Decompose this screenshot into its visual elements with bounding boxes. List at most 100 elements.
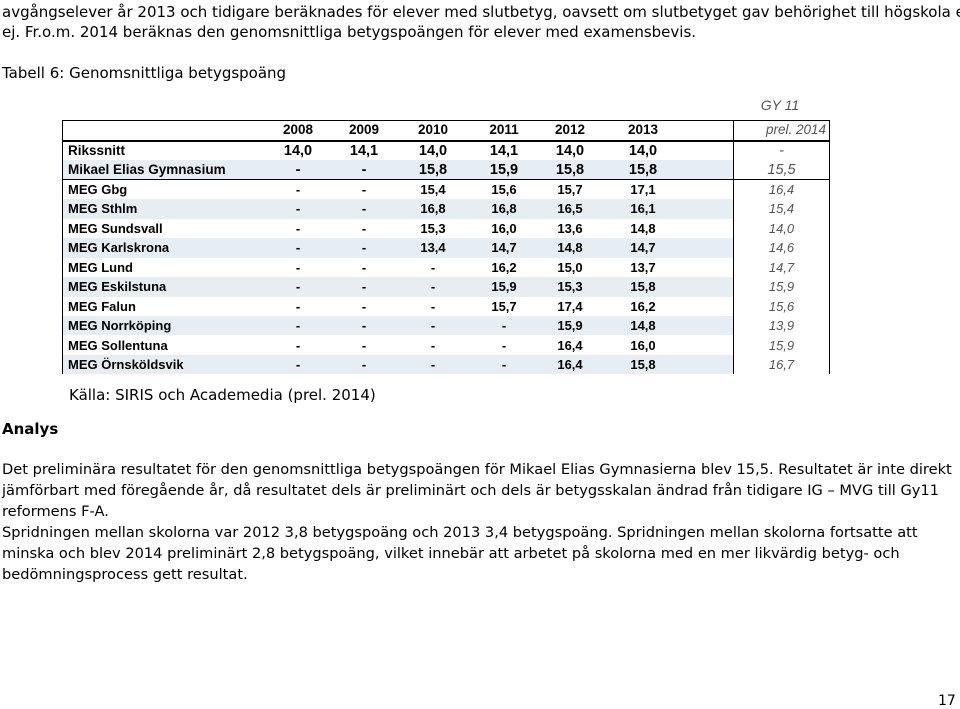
cell-2010: 14,0 — [418, 143, 448, 159]
cell-2013: 16,1 — [630, 201, 656, 217]
cell-prel-2014: 15,5 — [767, 162, 796, 179]
cell-2010: - — [430, 259, 436, 275]
intro-line-1: avgångselever år 2013 och tidigare beräk… — [2, 3, 960, 21]
cell-2009: 14,1 — [349, 143, 379, 159]
table-row: MEG Sollentuna - - - - 16,4 16,0 15,9 — [62, 335, 830, 355]
cell-2012: 17,4 — [557, 298, 583, 314]
cell-2011: - — [501, 337, 507, 353]
cell-2012: 15,9 — [557, 318, 583, 334]
cell-2013: 15,8 — [630, 279, 656, 295]
cell-2009: - — [361, 298, 367, 314]
cell-2008: - — [295, 201, 301, 217]
cell-2013: 14,7 — [630, 240, 656, 256]
cell-2013: 14,0 — [628, 143, 658, 159]
cell-2013: 15,8 — [630, 356, 656, 372]
row-label: MEG Norrköping — [68, 318, 172, 334]
gy11-cell: 15,9 — [733, 335, 830, 355]
analysis-paragraph-1: Det preliminära resultatet för den genom… — [2, 461, 952, 520]
cell-2012: 15,0 — [557, 259, 583, 275]
summary-rule — [62, 179, 830, 180]
cell-2010: 15,8 — [418, 162, 448, 179]
row-label: MEG Karlskrona — [68, 240, 170, 256]
cell-2012: 13,6 — [557, 220, 583, 236]
cell-2009: - — [361, 337, 367, 353]
cell-2008: - — [295, 279, 301, 295]
row-label: MEG Sundsvall — [68, 220, 163, 236]
table-row: MEG Örnsköldsvik - - - - 16,4 15,8 16,7 — [62, 354, 830, 375]
analys-heading: Analys — [2, 420, 59, 438]
row-label: MEG Sthlm — [68, 201, 138, 217]
cell-2011: 15,9 — [491, 279, 517, 295]
cell-2009: - — [361, 279, 367, 295]
cell-prel-2014: 14,7 — [768, 259, 795, 275]
cell-prel-2014: - — [779, 143, 784, 159]
cell-prel-2014: 16,4 — [768, 181, 795, 197]
cell-2012: 16,5 — [557, 201, 583, 217]
cell-2009: - — [361, 201, 367, 217]
year-2011: 2011 — [489, 122, 519, 137]
cell-2010: 13,4 — [420, 240, 446, 256]
cell-prel-2014: 15,9 — [768, 279, 795, 295]
table-left-border — [62, 120, 63, 374]
cell-2009: - — [361, 220, 367, 236]
cell-2008: 14,0 — [283, 143, 313, 159]
cell-2011: 16,0 — [491, 220, 517, 236]
row-label: MEG Eskilstuna — [68, 279, 167, 295]
cell-prel-2014: 13,9 — [768, 318, 795, 334]
gy11-cell: 14,6 — [733, 238, 830, 258]
table-row: MEG Gbg - - 15,4 15,6 15,7 17,1 16,4 — [62, 179, 830, 200]
cell-2010: - — [430, 318, 436, 334]
cell-2010: 15,4 — [420, 181, 446, 197]
year-2012: 2012 — [554, 122, 586, 137]
year-2009: 2009 — [348, 122, 380, 137]
cell-prel-2014: 15,6 — [768, 298, 795, 314]
table-row: Rikssnitt 14,0 14,1 14,0 14,1 14,0 14,0 - — [62, 141, 830, 161]
cell-2012: 15,7 — [557, 181, 583, 197]
table-caption: Tabell 6: Genomsnittliga betygspoäng — [2, 64, 287, 82]
cell-2008: - — [295, 220, 301, 236]
cell-2008: - — [295, 162, 301, 179]
cell-prel-2014: 15,4 — [768, 201, 795, 217]
cell-2013: 16,0 — [630, 337, 656, 353]
table-row: MEG Eskilstuna - - - 15,9 15,3 15,8 15,9 — [62, 277, 830, 297]
cell-2013: 15,8 — [628, 162, 658, 179]
cell-2013: 17,1 — [630, 181, 656, 197]
cell-2009: - — [361, 356, 367, 372]
cell-2010: - — [430, 279, 436, 295]
cell-2012: 15,3 — [557, 279, 583, 295]
year-2008: 2008 — [282, 122, 314, 137]
cell-2010: - — [430, 356, 436, 372]
row-label: MEG Örnsköldsvik — [68, 356, 184, 372]
gy11-cell: 14,7 — [733, 257, 830, 278]
cell-2009: - — [361, 318, 367, 334]
row-label: MEG Lund — [68, 259, 133, 275]
cell-2010: - — [430, 337, 436, 353]
page-number: 17 — [938, 693, 956, 709]
gy11-cell: 15,5 — [733, 160, 830, 180]
cell-prel-2014: 15,9 — [768, 337, 795, 353]
gy11-cell: 13,9 — [733, 316, 830, 336]
gy11-cell: - — [733, 141, 830, 161]
gy11-header: GY 11 — [760, 97, 800, 113]
table-row: MEG Falun - - - 15,7 17,4 16,2 15,6 — [62, 296, 830, 316]
cell-2011: 16,2 — [491, 259, 517, 275]
row-label: Rikssnitt — [68, 143, 126, 158]
gy11-cell: 16,7 — [733, 354, 830, 375]
cell-2012: 14,8 — [557, 240, 583, 256]
year-2013: 2013 — [627, 122, 659, 137]
year-2010: 2010 — [417, 122, 449, 137]
cell-2008: - — [295, 240, 301, 256]
gy11-column-frame — [733, 120, 830, 374]
cell-2010: - — [430, 298, 436, 314]
cell-2013: 13,7 — [630, 259, 656, 275]
cell-2008: - — [295, 259, 301, 275]
cell-2012: 16,4 — [557, 337, 583, 353]
cell-2011: 15,9 — [489, 162, 519, 179]
gy11-cell: 16,4 — [733, 179, 830, 200]
cell-2013: 16,2 — [630, 298, 656, 314]
cell-2011: 14,7 — [491, 240, 517, 256]
cell-2012: 15,8 — [555, 162, 585, 179]
table-row: MEG Norrköping - - - - 15,9 14,8 13,9 — [62, 316, 830, 336]
cell-2011: 16,8 — [491, 201, 517, 217]
cell-2008: - — [295, 298, 301, 314]
